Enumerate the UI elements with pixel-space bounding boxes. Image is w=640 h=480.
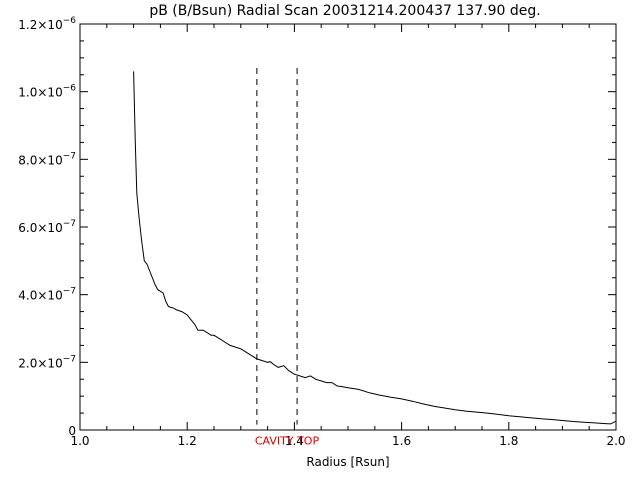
y-tick-label: 8.0×10−7 (18, 151, 76, 167)
y-tick-label: 4.0×10−7 (18, 287, 76, 303)
series-line (133, 71, 617, 425)
y-tick-label: 1.2×10−6 (18, 16, 76, 32)
y-ticks: 0 2.0×10−7 4.0×10−7 6.0×10−7 8.0×10−7 1.0×10−… (18, 16, 616, 438)
x-tick-label: 2.0 (606, 434, 625, 448)
x-axis-label: Radius [Rsun] (306, 455, 389, 469)
y-tick-label: 2.0×10−7 (18, 354, 76, 370)
x-tick-label: 1.4 (285, 434, 304, 448)
plot-frame (79, 23, 617, 431)
x-tick-label: 1.2 (178, 434, 197, 448)
x-tick-label: 1.6 (392, 434, 411, 448)
x-tick-label: 1.8 (499, 434, 518, 448)
y-tick-label: 6.0×10−7 (18, 219, 76, 235)
y-tick-label: 1.0×10−6 (18, 84, 76, 100)
cavity-top-annotation: CAVITY TOP (255, 435, 320, 448)
marker-lines (256, 67, 298, 425)
chart-title: pB (B/Bsun) Radial Scan 20031214.200437 … (149, 3, 540, 19)
x-tick-label: 1.0 (70, 434, 89, 448)
x-ticks: 1.0 1.2 1.4 1.6 1.8 2.0 (70, 24, 626, 448)
y-tick-label: 0 (68, 424, 76, 438)
